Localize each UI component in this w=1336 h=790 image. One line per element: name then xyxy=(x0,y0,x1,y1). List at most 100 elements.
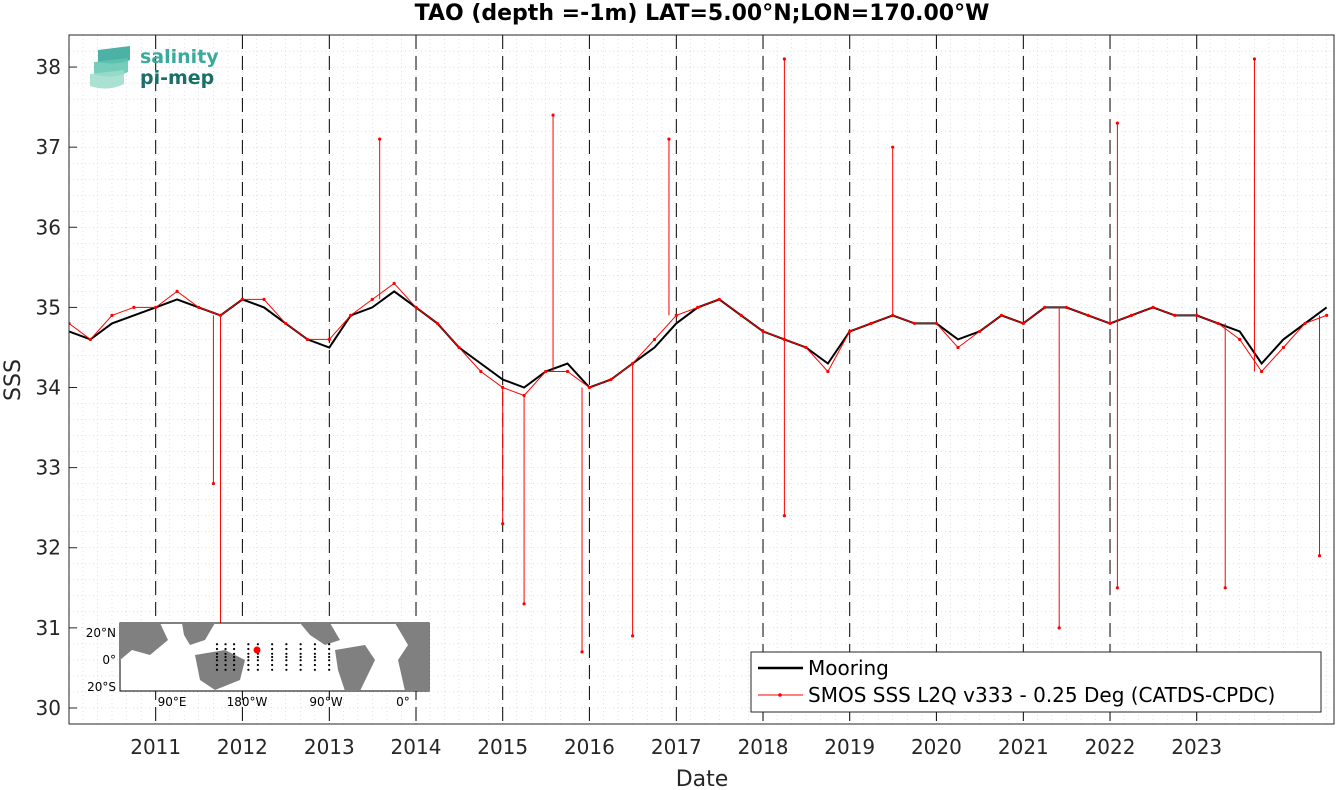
map-buoy-dot xyxy=(232,668,236,671)
smos-point xyxy=(1064,305,1068,309)
y-tick-label-36: 36 xyxy=(36,215,61,239)
map-buoy-dot xyxy=(271,655,274,659)
map-buoy-dot xyxy=(299,668,302,671)
salinity-pimep-logo: salinity pi-mep xyxy=(90,46,219,89)
smos-point xyxy=(370,297,374,301)
inset-map-frame xyxy=(119,622,430,692)
smos-point xyxy=(197,305,201,309)
smos-point xyxy=(1129,313,1134,318)
y-tick-label-34: 34 xyxy=(36,376,61,400)
map-buoy-dot xyxy=(224,643,227,646)
map-xlabel-90w: 90°W xyxy=(309,695,342,709)
smos-point xyxy=(457,345,461,350)
smos-extreme-point xyxy=(211,482,216,486)
smos-extreme-point xyxy=(580,650,584,654)
smos-point xyxy=(934,321,939,326)
x-axis: 2011 2012 2013 2014 2015 2016 2017 2018 2019 2020… xyxy=(130,735,1222,759)
map-buoy-dot xyxy=(271,659,274,662)
map-buoy-dot xyxy=(256,655,259,659)
legend-mooring-label: Mooring xyxy=(808,656,889,680)
map-buoy-dot xyxy=(285,647,288,651)
x-tick-label-2018: 2018 xyxy=(738,735,789,759)
x-tick-label-2022: 2022 xyxy=(1085,735,1136,759)
map-buoy-dot xyxy=(215,652,219,655)
map-buoy-dot xyxy=(256,659,259,662)
smos-point xyxy=(1238,337,1242,342)
smos-extreme-point xyxy=(631,634,635,638)
map-buoy-dot xyxy=(215,668,219,671)
x-tick-label-2015: 2015 xyxy=(477,735,528,759)
smos-extreme-point xyxy=(782,57,786,61)
logo-wave-icon xyxy=(90,46,130,89)
minor-grid xyxy=(69,35,1334,725)
map-buoy-dot xyxy=(313,647,317,651)
map-buoy-dot xyxy=(247,647,250,651)
smos-point xyxy=(154,305,158,309)
map-buoy-dot xyxy=(256,663,259,667)
inset-map-location-marker xyxy=(253,646,261,654)
smos-point xyxy=(978,329,982,334)
x-axis-title: Date xyxy=(676,767,729,790)
y-tick-label-37: 37 xyxy=(36,135,61,159)
smos-point xyxy=(848,329,852,334)
map-buoy-dot xyxy=(285,655,288,659)
smos-extreme-point xyxy=(378,137,382,141)
smos-extreme-point xyxy=(1115,121,1119,125)
smos-extreme-point xyxy=(501,522,505,526)
x-tick-label-2011: 2011 xyxy=(130,735,181,759)
legend-smos-marker xyxy=(778,693,782,697)
smos-point xyxy=(652,337,657,342)
smos-extreme-point xyxy=(891,145,895,149)
smos-point xyxy=(696,305,700,309)
smos-extreme-point xyxy=(1252,57,1257,61)
inset-map-land xyxy=(120,623,429,691)
smos-point xyxy=(88,337,92,342)
map-buoy-dot xyxy=(224,668,227,671)
chart-title: TAO (depth =-1m) LAT=5.00°N;LON=170.00°W xyxy=(415,1,990,26)
smos-point xyxy=(869,321,873,326)
map-buoy-dot xyxy=(299,663,302,667)
smos-point xyxy=(999,313,1004,318)
map-buoy-dot xyxy=(285,643,288,646)
smos-point xyxy=(262,297,266,301)
map-buoy-dot xyxy=(285,663,288,667)
smos-point xyxy=(565,369,570,374)
legend-smos-label: SMOS SSS L2Q v333 - 0.25 Deg (CATDS-CPDC… xyxy=(808,683,1275,707)
map-buoy-dot xyxy=(232,652,236,655)
smos-point xyxy=(175,289,179,293)
smos-point xyxy=(1216,321,1220,326)
smos-point xyxy=(1195,313,1199,318)
y-tick-label-38: 38 xyxy=(36,55,61,79)
map-buoy-dot xyxy=(313,668,317,671)
map-buoy-dot xyxy=(271,643,274,646)
smos-point xyxy=(1108,321,1112,326)
smos-point xyxy=(1151,305,1155,309)
map-buoy-dot xyxy=(224,655,227,659)
map-buoy-dot xyxy=(224,647,227,651)
x-tick-label-2017: 2017 xyxy=(651,735,702,759)
map-buoy-dot xyxy=(328,655,331,659)
smos-extreme-point xyxy=(551,113,555,117)
smos-point xyxy=(1325,313,1329,318)
map-buoy-dot xyxy=(313,643,317,646)
inset-map: 20°N 0° 20°S 90°E 180°W 90°W 0° xyxy=(86,622,430,709)
smos-point xyxy=(284,321,288,326)
map-buoy-dot xyxy=(299,652,302,655)
y-tick-label-35: 35 xyxy=(36,295,61,319)
legend-box xyxy=(750,651,1322,713)
smos-point xyxy=(739,313,743,318)
smos-extreme-point xyxy=(1317,554,1322,558)
smos-point xyxy=(544,369,548,374)
map-buoy-dot xyxy=(215,659,219,662)
map-ylabel-south: 20°S xyxy=(87,680,116,694)
smos-point xyxy=(110,313,114,318)
map-buoy-dot xyxy=(215,643,219,646)
x-tick-label-2016: 2016 xyxy=(564,735,615,759)
y-tick-label-30: 30 xyxy=(36,696,61,720)
map-ylabel-north: 20°N xyxy=(86,626,116,640)
map-buoy-dot xyxy=(232,643,236,646)
map-buoy-dot xyxy=(256,668,259,671)
map-buoy-dot xyxy=(328,643,331,646)
y-tick-label-32: 32 xyxy=(36,536,61,560)
smos-point xyxy=(414,305,418,309)
